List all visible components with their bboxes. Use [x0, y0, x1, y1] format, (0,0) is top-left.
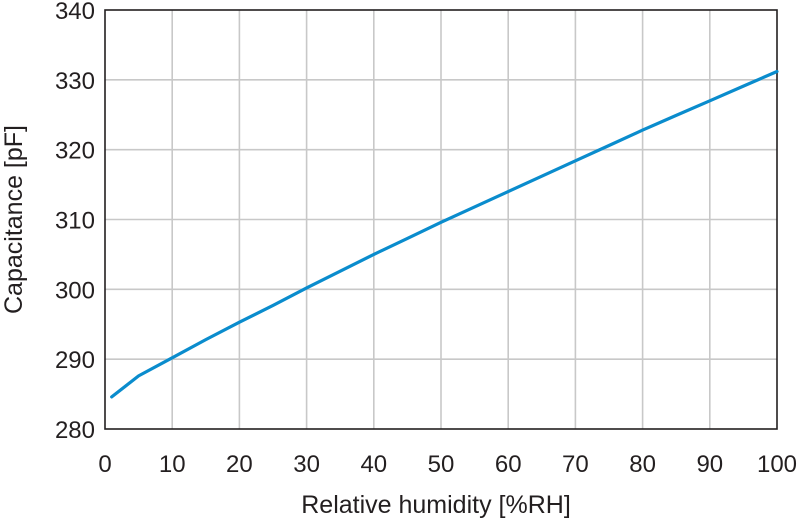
y-tick-label: 320: [55, 138, 95, 165]
y-tick-label: 340: [55, 0, 95, 25]
x-tick-label: 20: [226, 451, 253, 478]
x-tick-label: 0: [98, 451, 111, 478]
y-tick-label: 300: [55, 277, 95, 304]
x-tick-label: 30: [293, 451, 320, 478]
grid-lines: [105, 10, 777, 429]
y-tick-label: 310: [55, 208, 95, 235]
x-tick-label: 10: [159, 451, 186, 478]
series-line: [110, 69, 779, 399]
y-tick-label: 330: [55, 68, 95, 95]
y-tick-label: 290: [55, 347, 95, 374]
y-tick-labels: 280 290 300 310 320 330 340: [55, 0, 95, 444]
x-tick-label: 90: [696, 451, 723, 478]
y-tick-label: 280: [55, 417, 95, 444]
x-tick-label: 50: [428, 451, 455, 478]
x-tick-label: 100: [757, 451, 797, 478]
x-tick-label: 60: [495, 451, 522, 478]
y-axis-label: Capacitance [pF]: [0, 125, 28, 314]
x-tick-labels: 0 10 20 30 40 50 60 70 80 90 100: [98, 451, 797, 478]
series-layer: [110, 69, 779, 399]
plot-frame: [104, 9, 778, 430]
x-tick-label: 40: [360, 451, 387, 478]
x-tick-label: 80: [629, 451, 656, 478]
x-tick-label: 70: [562, 451, 589, 478]
x-axis-label: Relative humidity [%RH]: [301, 491, 571, 519]
